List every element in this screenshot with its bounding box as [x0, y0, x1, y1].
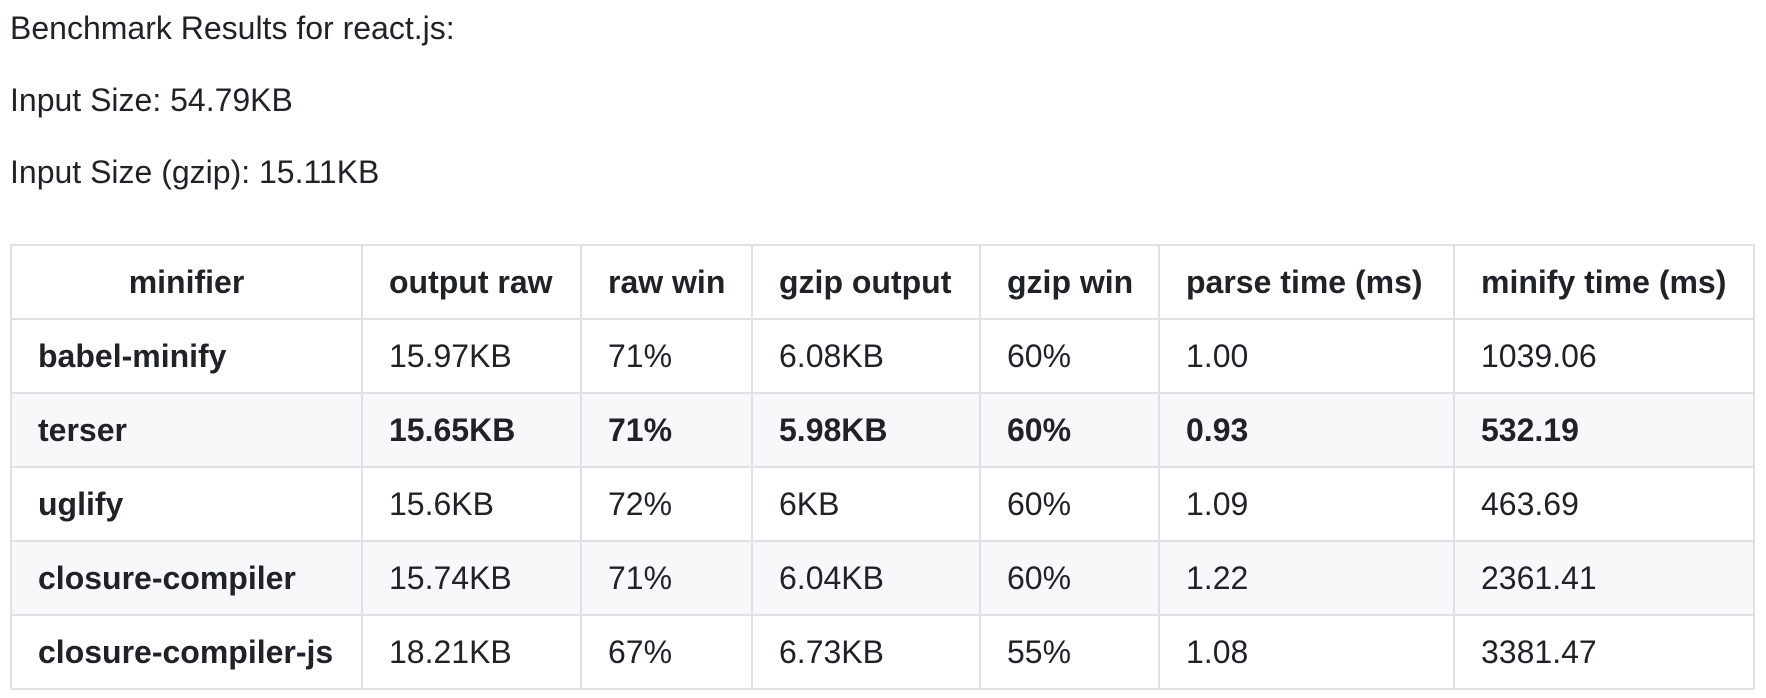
- cell-minify-time: 532.19: [1453, 392, 1755, 468]
- cell-minifier-name: terser: [10, 392, 363, 468]
- table-row-terser: terser 15.65KB 71% 5.98KB 60% 0.93 532.1…: [10, 392, 1755, 468]
- cell-parse-time: 0.93: [1158, 392, 1455, 468]
- header-cell-raw-win: raw win: [580, 244, 753, 320]
- cell-gzip-output: 6.73KB: [751, 614, 981, 690]
- header-cell-gzip-output: gzip output: [751, 244, 981, 320]
- cell-gzip-win: 60%: [979, 540, 1160, 616]
- table-row-closure-compiler: closure-compiler 15.74KB 71% 6.04KB 60% …: [10, 540, 1755, 616]
- table-header-row: minifier output raw raw win gzip output …: [10, 244, 1755, 320]
- benchmark-results-table: minifier output raw raw win gzip output …: [10, 244, 1755, 690]
- cell-gzip-output: 5.98KB: [751, 392, 981, 468]
- cell-gzip-output: 6KB: [751, 466, 981, 542]
- cell-minifier-name: closure-compiler-js: [10, 614, 363, 690]
- cell-gzip-win: 60%: [979, 392, 1160, 468]
- table-row-babel-minify: babel-minify 15.97KB 71% 6.08KB 60% 1.00…: [10, 318, 1755, 394]
- cell-minifier-name: closure-compiler: [10, 540, 363, 616]
- cell-gzip-win: 60%: [979, 466, 1160, 542]
- header-cell-gzip-win: gzip win: [979, 244, 1160, 320]
- table-row-uglify: uglify 15.6KB 72% 6KB 60% 1.09 463.69: [10, 466, 1755, 542]
- input-size-gzip-text: Input Size (gzip): 15.11KB: [10, 154, 380, 190]
- cell-parse-time: 1.22: [1158, 540, 1455, 616]
- cell-minifier-name: uglify: [10, 466, 363, 542]
- cell-minify-time: 2361.41: [1453, 540, 1755, 616]
- cell-minify-time: 3381.47: [1453, 614, 1755, 690]
- cell-output-raw: 15.6KB: [361, 466, 582, 542]
- cell-raw-win: 67%: [580, 614, 753, 690]
- header-cell-minify-time: minify time (ms): [1453, 244, 1755, 320]
- cell-parse-time: 1.00: [1158, 318, 1455, 394]
- cell-raw-win: 71%: [580, 392, 753, 468]
- cell-raw-win: 72%: [580, 466, 753, 542]
- cell-gzip-win: 55%: [979, 614, 1160, 690]
- cell-raw-win: 71%: [580, 318, 753, 394]
- table-row-closure-compiler-js: closure-compiler-js 18.21KB 67% 6.73KB 5…: [10, 614, 1755, 690]
- cell-minify-time: 1039.06: [1453, 318, 1755, 394]
- cell-output-raw: 18.21KB: [361, 614, 582, 690]
- cell-parse-time: 1.08: [1158, 614, 1455, 690]
- input-size-text: Input Size: 54.79KB: [10, 82, 293, 118]
- cell-output-raw: 15.65KB: [361, 392, 582, 468]
- cell-minify-time: 463.69: [1453, 466, 1755, 542]
- cell-output-raw: 15.74KB: [361, 540, 582, 616]
- cell-gzip-output: 6.04KB: [751, 540, 981, 616]
- page-title: Benchmark Results for react.js:: [10, 10, 455, 46]
- header-cell-output-raw: output raw: [361, 244, 582, 320]
- header-cell-minifier: minifier: [10, 244, 363, 320]
- cell-parse-time: 1.09: [1158, 466, 1455, 542]
- cell-gzip-output: 6.08KB: [751, 318, 981, 394]
- cell-output-raw: 15.97KB: [361, 318, 582, 394]
- cell-minifier-name: babel-minify: [10, 318, 363, 394]
- header-cell-parse-time: parse time (ms): [1158, 244, 1455, 320]
- cell-raw-win: 71%: [580, 540, 753, 616]
- cell-gzip-win: 60%: [979, 318, 1160, 394]
